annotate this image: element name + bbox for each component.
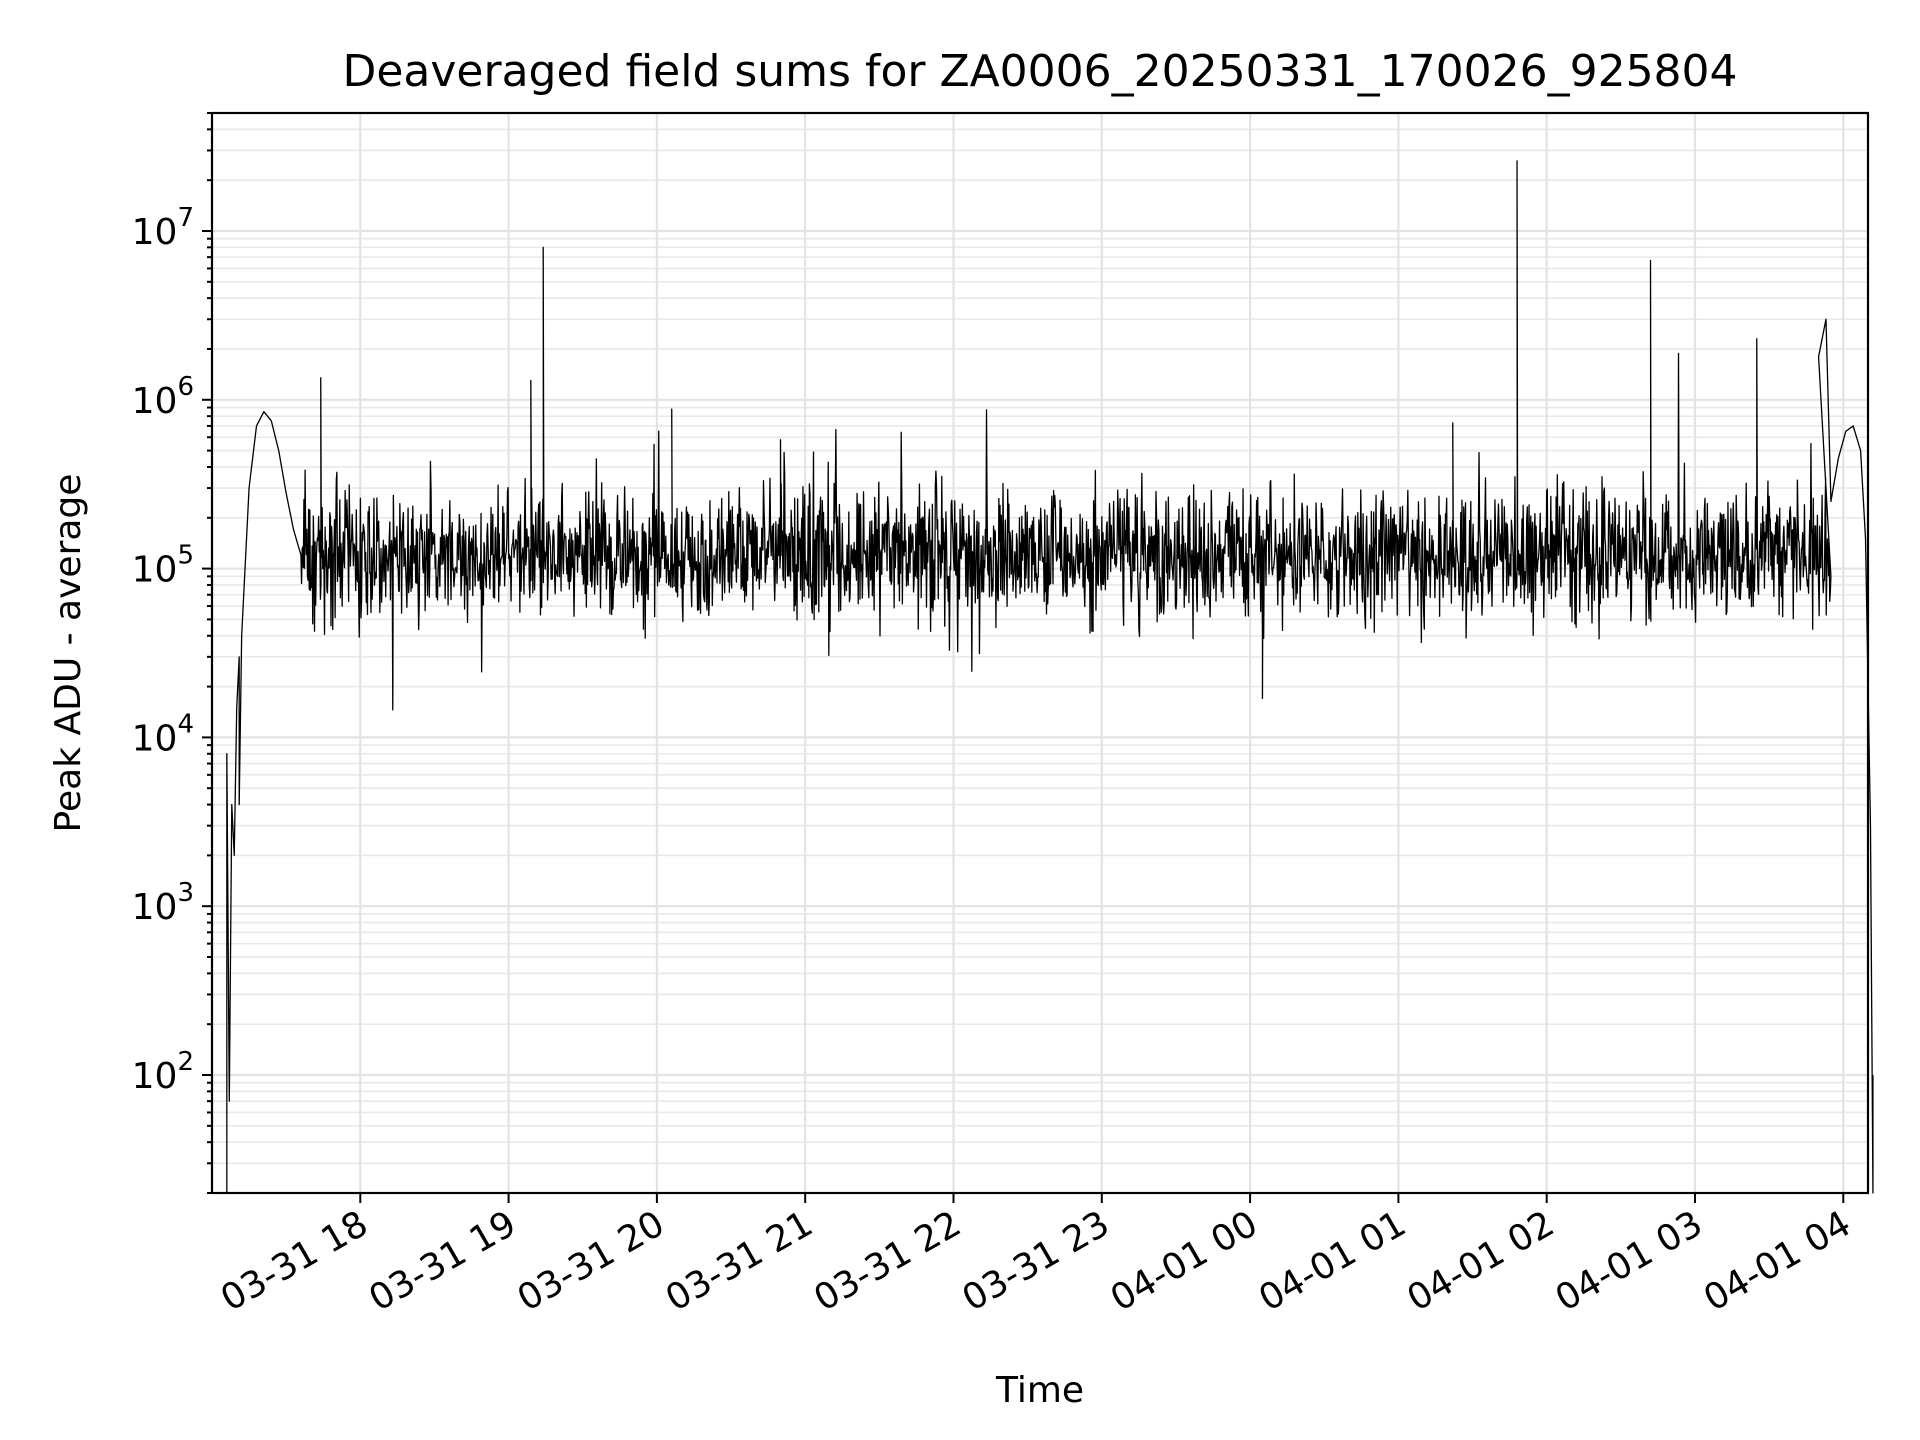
x-tick-label: 03-31 22: [807, 1203, 968, 1319]
tick-layer: [202, 112, 1845, 1203]
x-tick-label: 03-31 19: [362, 1203, 523, 1319]
series-layer: [226, 160, 1874, 1194]
y-tick-label: 103: [132, 878, 194, 928]
y-tick-label: 107: [132, 203, 194, 253]
y-tick-label: 102: [132, 1047, 194, 1097]
x-tick-label: 04-01 01: [1252, 1203, 1413, 1319]
plot-frame: [210, 111, 1870, 1195]
x-tick-label: 03-31 18: [214, 1203, 375, 1319]
x-tick-label: 03-31 23: [956, 1203, 1117, 1319]
x-axis-label: Time: [995, 1370, 1084, 1411]
x-tick-label: 04-01 04: [1697, 1203, 1858, 1319]
grid-layer: [212, 112, 1868, 1194]
y-tick-label: 106: [132, 372, 194, 422]
x-tick-label: 03-31 21: [659, 1203, 820, 1319]
x-tick-label: 04-01 03: [1549, 1203, 1710, 1319]
chart-title: Deaveraged field sums for ZA0006_2025033…: [342, 46, 1737, 97]
x-tick-label: 04-01 02: [1401, 1203, 1562, 1319]
x-tick-label: 04-01 00: [1104, 1203, 1265, 1319]
x-tick-label: 03-31 20: [511, 1203, 672, 1319]
series-line: [226, 160, 1874, 1194]
y-axis-label: Peak ADU - average: [48, 474, 89, 833]
y-tick-label: 104: [132, 709, 194, 759]
y-tick-label: 105: [132, 541, 194, 591]
